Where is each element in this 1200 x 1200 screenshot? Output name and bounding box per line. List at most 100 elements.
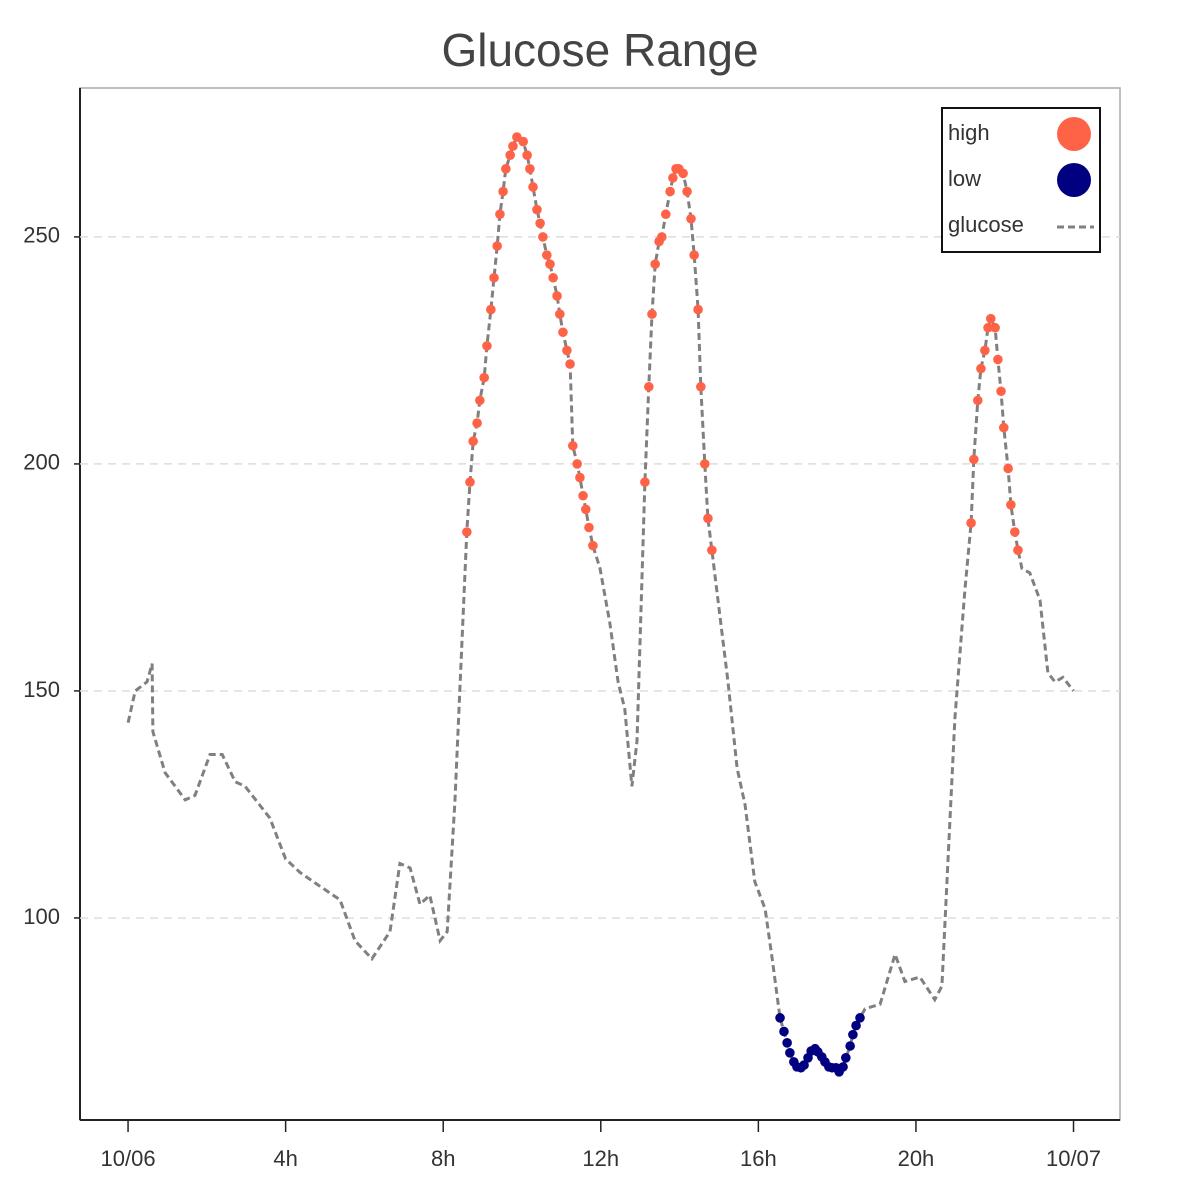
high-point xyxy=(532,204,542,215)
legend-label: high xyxy=(948,120,990,145)
high-point xyxy=(581,504,591,515)
high-point xyxy=(489,272,499,283)
high-point xyxy=(1006,499,1016,510)
low-point xyxy=(855,1013,865,1023)
x-tick-label: 16h xyxy=(740,1146,777,1171)
x-tick-label: 10/07 xyxy=(1046,1146,1101,1171)
high-point xyxy=(495,209,505,220)
high-point xyxy=(588,540,598,551)
legend-label: glucose xyxy=(948,212,1024,237)
y-tick-label: 250 xyxy=(23,223,60,248)
high-point xyxy=(993,354,1003,365)
high-point xyxy=(492,241,502,251)
low-point xyxy=(799,1060,809,1070)
chart-title: Glucose Range xyxy=(441,24,758,76)
high-point xyxy=(660,209,671,220)
high-point xyxy=(689,250,699,260)
high-point xyxy=(966,518,976,528)
high-point xyxy=(548,272,558,283)
high-point xyxy=(1003,463,1013,474)
high-point xyxy=(976,363,986,374)
high-point xyxy=(1013,545,1023,555)
high-point xyxy=(525,164,535,174)
high-point xyxy=(482,341,492,351)
x-tick-label: 10/06 xyxy=(101,1146,156,1171)
high-point xyxy=(486,304,496,315)
high-point xyxy=(528,182,538,192)
high-point xyxy=(983,322,993,333)
high-point xyxy=(475,395,485,406)
y-tick-label: 200 xyxy=(23,450,60,475)
x-tick-label: 8h xyxy=(431,1146,455,1171)
legend-label: low xyxy=(948,166,981,191)
high-point xyxy=(568,440,578,451)
high-point xyxy=(558,327,568,338)
y-tick-label: 100 xyxy=(23,904,60,929)
high-point xyxy=(668,173,678,183)
high-point xyxy=(555,309,565,319)
high-point xyxy=(522,150,532,160)
low-point xyxy=(779,1026,789,1037)
y-tick-label: 150 xyxy=(23,677,60,702)
high-point xyxy=(538,232,548,242)
high-point xyxy=(640,477,650,487)
low-point xyxy=(845,1041,855,1051)
low-point xyxy=(841,1052,851,1063)
high-point xyxy=(998,422,1009,433)
high-point xyxy=(693,304,703,315)
high-point xyxy=(644,381,654,392)
high-point xyxy=(552,291,562,301)
high-point xyxy=(707,545,717,555)
high-point xyxy=(562,345,572,356)
high-point xyxy=(472,418,482,428)
high-point xyxy=(575,472,585,483)
high-point xyxy=(535,218,545,229)
high-point xyxy=(665,186,675,197)
high-point xyxy=(980,345,990,356)
glucose-line xyxy=(126,134,1075,1075)
high-point xyxy=(703,513,713,524)
high-point xyxy=(545,259,555,269)
high-point xyxy=(647,309,657,319)
high-point xyxy=(682,186,692,197)
high-point xyxy=(505,150,515,160)
low-point xyxy=(851,1020,861,1031)
high-point xyxy=(686,213,696,224)
high-point xyxy=(465,477,475,487)
high-point xyxy=(972,395,983,406)
high-point xyxy=(498,186,508,197)
high-point xyxy=(572,459,582,469)
high-point xyxy=(996,386,1006,397)
low-point xyxy=(782,1038,792,1048)
high-point xyxy=(1010,527,1020,537)
low-point xyxy=(848,1029,858,1040)
high-point xyxy=(501,164,511,174)
high-point xyxy=(468,436,478,447)
legend-swatch xyxy=(1057,117,1091,151)
x-tick-label: 12h xyxy=(582,1146,619,1171)
high-point xyxy=(584,522,594,533)
high-point xyxy=(678,168,688,179)
high-point xyxy=(508,141,518,151)
high-point xyxy=(990,322,1000,333)
low-point xyxy=(785,1048,795,1058)
high-point xyxy=(699,459,710,469)
x-tick-label: 20h xyxy=(898,1146,935,1171)
legend-swatch xyxy=(1057,163,1091,197)
high-point xyxy=(985,313,996,324)
low-point xyxy=(838,1062,848,1072)
high-point xyxy=(969,454,979,465)
high-point xyxy=(518,136,528,147)
high-point xyxy=(578,490,588,501)
high-point xyxy=(696,381,706,392)
legend: high low glucose xyxy=(941,107,1101,253)
x-tick-label: 4h xyxy=(273,1146,297,1171)
high-point xyxy=(462,527,472,537)
high-point xyxy=(542,250,552,260)
low-point xyxy=(775,1013,785,1023)
high-point xyxy=(657,232,667,242)
high-point xyxy=(479,372,489,383)
high-point xyxy=(650,259,660,269)
